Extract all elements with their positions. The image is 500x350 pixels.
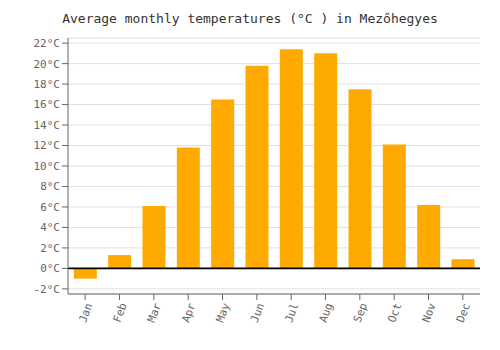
svg-text:Aug: Aug xyxy=(317,301,336,324)
svg-text:22°C: 22°C xyxy=(34,37,61,50)
svg-text:Mar: Mar xyxy=(145,301,164,324)
svg-text:6°C: 6°C xyxy=(40,201,60,214)
svg-text:18°C: 18°C xyxy=(34,78,61,91)
svg-text:May: May xyxy=(214,301,233,324)
svg-text:2°C: 2°C xyxy=(40,242,60,255)
svg-text:0°C: 0°C xyxy=(40,262,60,275)
svg-text:Jan: Jan xyxy=(76,301,95,324)
svg-text:14°C: 14°C xyxy=(34,119,61,132)
svg-text:Jul: Jul xyxy=(282,301,301,324)
svg-text:12°C: 12°C xyxy=(34,139,61,152)
svg-text:Apr: Apr xyxy=(179,301,198,324)
svg-text:Dec: Dec xyxy=(454,301,473,324)
svg-text:8°C: 8°C xyxy=(40,180,60,193)
svg-text:Nov: Nov xyxy=(420,301,439,324)
svg-text:10°C: 10°C xyxy=(34,160,61,173)
svg-text:16°C: 16°C xyxy=(34,98,61,111)
svg-text:20°C: 20°C xyxy=(34,58,61,71)
svg-text:-2°C: -2°C xyxy=(34,283,61,296)
svg-text:Oct: Oct xyxy=(385,301,404,324)
html-text:Average monthly temperatures (: Average monthly temperatures (°C ) in Me… xyxy=(62,11,438,26)
svg-text:Feb: Feb xyxy=(111,301,130,324)
svg-text:Sep: Sep xyxy=(351,301,370,324)
svg-text:Jun: Jun xyxy=(248,301,267,324)
svg-text:4°C: 4°C xyxy=(40,221,60,234)
